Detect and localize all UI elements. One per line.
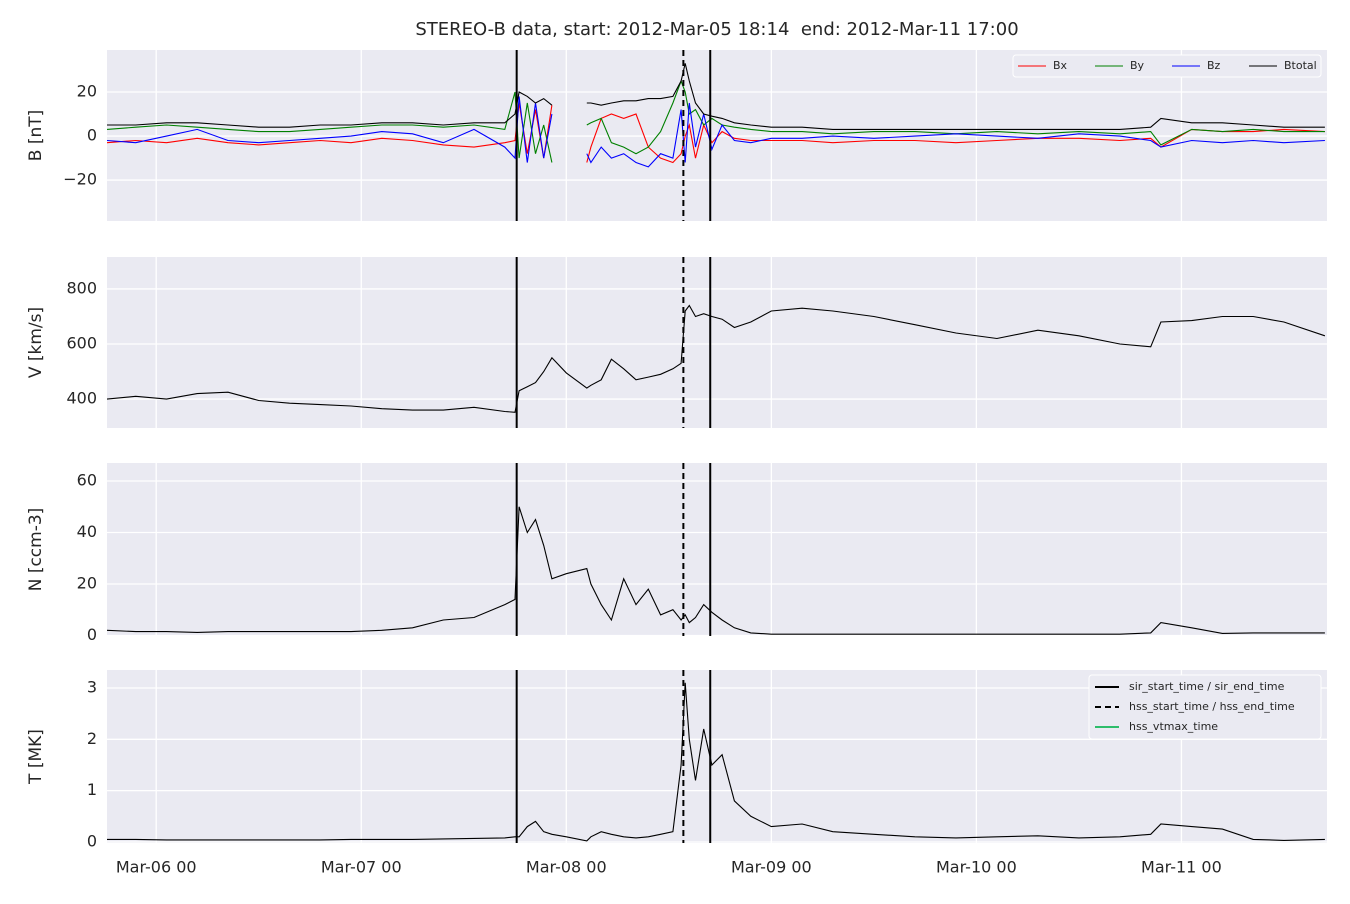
data-line [107,682,1325,842]
y-axis-label: N [ccm-3] [26,508,46,592]
legend-label: sir_start_time / sir_end_time [1129,680,1285,693]
y-tick-label: 0 [87,831,97,850]
y-tick-label: 3 [87,677,97,696]
legend-label: By [1130,59,1145,72]
data-line [107,304,1326,413]
y-tick-label: 40 [77,522,97,541]
y-tick-label: 600 [66,334,97,353]
legend-label: Bx [1053,59,1068,72]
legend-label: Bz [1207,59,1221,72]
data-line [107,63,1325,130]
legend: sir_start_time / sir_end_time hss_start_t… [1088,674,1322,740]
data-line [107,506,1325,635]
y-tick-label: 20 [77,82,97,101]
x-tick-label: Mar-10 00 [936,858,1017,877]
y-tick-label: 0 [87,126,97,145]
y-tick-label: 0 [87,625,97,644]
legend-box [1012,54,1322,78]
x-tick-label: Mar-06 00 [116,858,197,877]
data-line [107,79,1325,163]
y-tick-label: 1 [87,780,97,799]
x-tick-label: Mar-09 00 [731,858,812,877]
legend-label: Btotal [1284,59,1317,72]
y-tick-label: −20 [63,170,97,189]
y-tick-label: 20 [77,573,97,592]
legend: Bx By Bz Btotal [1012,54,1322,78]
y-tick-label: 60 [77,471,97,490]
y-axis-label: V [km/s] [26,307,46,378]
legend-label: hss_start_time / hss_end_time [1129,700,1295,713]
y-axis-label: T [MK] [26,729,46,785]
y-tick-label: 2 [87,729,97,748]
plot-background [107,257,1327,428]
y-tick-label: 800 [66,278,97,297]
x-tick-label: Mar-07 00 [321,858,402,877]
x-tick-label: Mar-11 00 [1141,858,1222,877]
x-tick-label: Mar-08 00 [526,858,607,877]
plot-background [107,463,1327,636]
legend-box [1088,674,1322,740]
y-axis-label: B [nT] [26,110,46,162]
legend-label: hss_vtmax_time [1129,720,1218,733]
y-tick-label: 400 [66,389,97,408]
data-line [107,96,1325,168]
data-line [107,102,1325,164]
chart-title: STEREO-B data, start: 2012-Mar-05 18:14 … [415,19,1018,40]
